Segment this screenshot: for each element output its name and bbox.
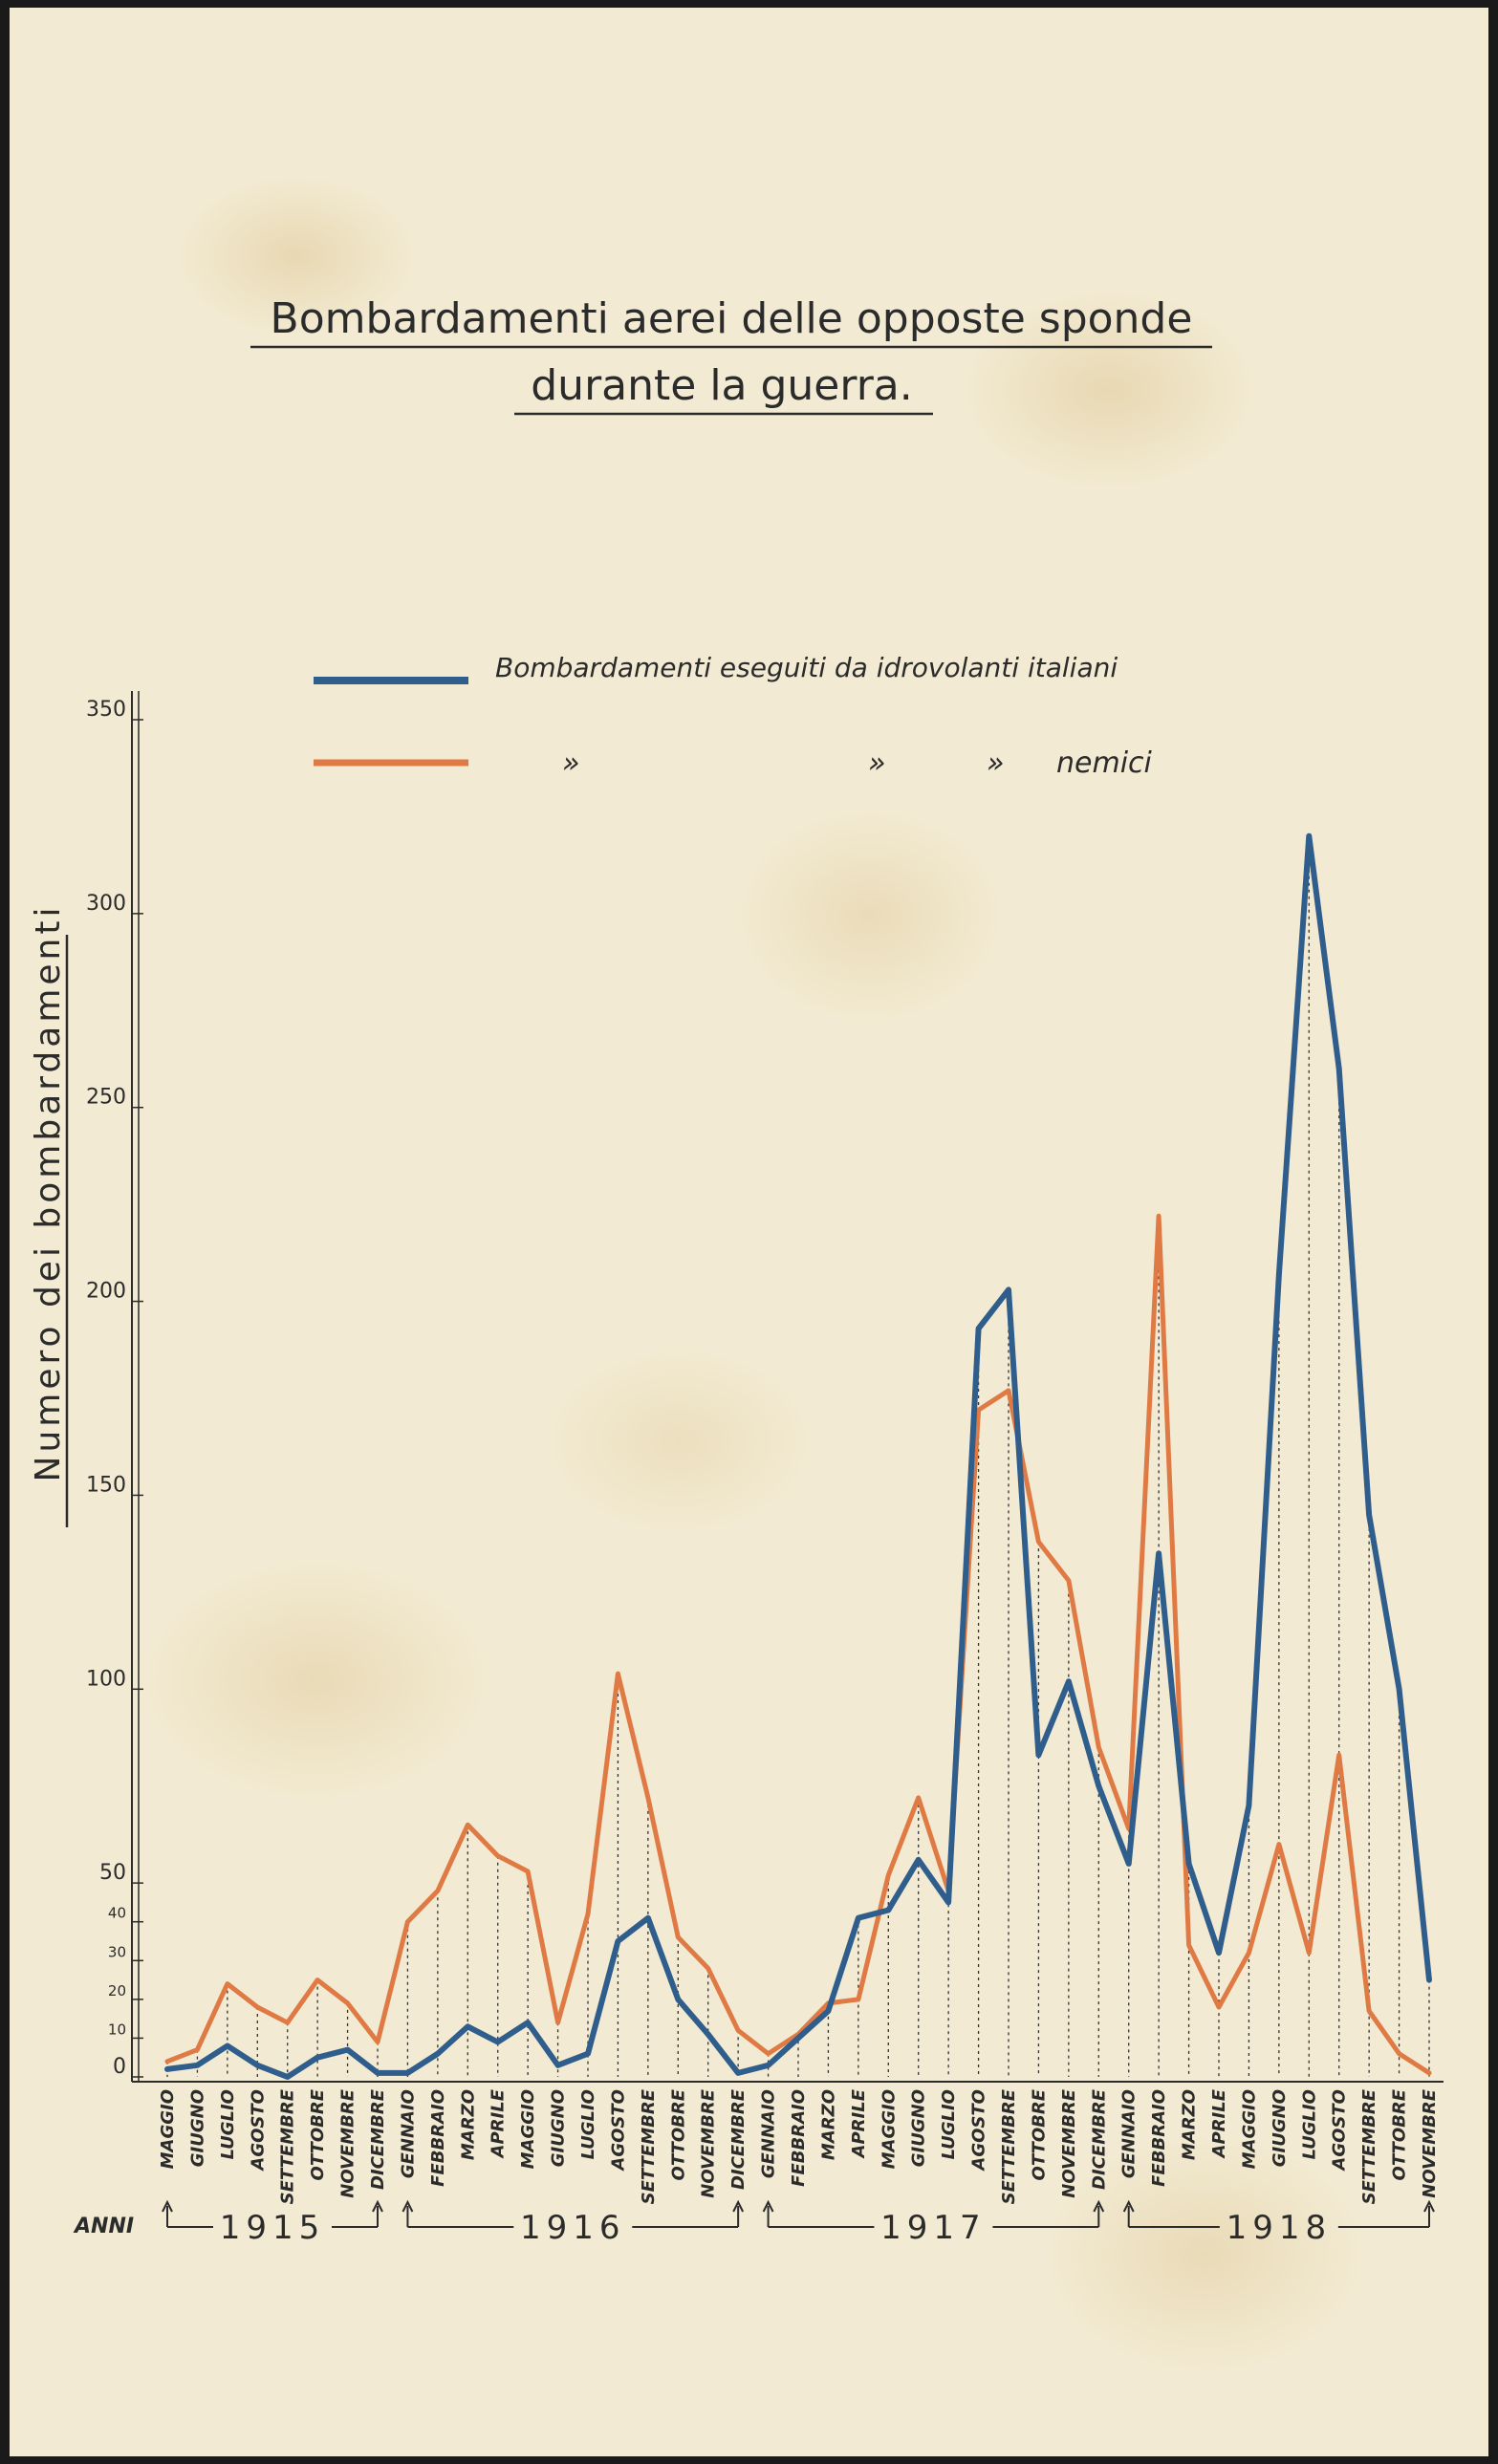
x-tick-label: MAGGIO	[879, 2089, 899, 2169]
x-tick-label: FEBBRAIO	[1149, 2089, 1169, 2187]
year-bracket-arrow	[372, 2199, 383, 2213]
x-tick-label: FEBBRAIO	[789, 2089, 809, 2187]
y-tick-label: 40	[108, 1905, 126, 1922]
x-tick-label: APRILE	[488, 2088, 509, 2159]
x-tick-label: LUGLIO	[578, 2089, 598, 2159]
y-tick-label: 300	[86, 892, 126, 916]
x-tick-label: GENNAIO	[398, 2089, 418, 2178]
chart-subtitle: durante la guerra.	[531, 361, 912, 410]
year-bracket-arrow	[732, 2199, 745, 2213]
x-tick-label: MARZO	[1180, 2089, 1200, 2160]
x-tick-label: AGOSTO	[1330, 2089, 1350, 2172]
x-tick-label: APRILE	[1209, 2088, 1229, 2159]
y-tick-label: 200	[86, 1280, 126, 1304]
x-tick-label: APRILE	[849, 2088, 869, 2159]
year-label: 1917	[880, 2209, 987, 2247]
month-droplines	[166, 835, 1430, 2077]
year-brackets: 1915 1916 1917 1918	[162, 2199, 1435, 2247]
x-tick-label: AGOSTO	[248, 2089, 268, 2172]
legend-ditto-1: »	[562, 746, 580, 780]
x-tick-label: GIUGNO	[909, 2089, 929, 2167]
series-line-nemici	[164, 1213, 1432, 2076]
x-tick-label: MARZO	[458, 2089, 478, 2160]
x-tick-label: LUGLIO	[218, 2089, 238, 2159]
x-tick-label: MAGGIO	[158, 2089, 178, 2169]
year-label: 1916	[520, 2209, 626, 2247]
x-tick-label: NOVEMBRE	[1059, 2088, 1079, 2197]
y-tick-label: 50	[99, 1861, 126, 1885]
x-tick-label: MARZO	[818, 2089, 838, 2160]
x-tick-label: LUGLIO	[1299, 2089, 1319, 2159]
x-tick-label: MAGGIO	[518, 2089, 538, 2169]
legend-ditto-3: »	[987, 746, 1005, 780]
x-tick-label: GIUGNO	[1270, 2089, 1290, 2167]
legend-ditto-2: »	[868, 746, 886, 780]
x-tick-label: GENNAIO	[759, 2089, 779, 2178]
chart-sheet: Bombardamenti aerei delle opposte sponde…	[10, 8, 1488, 2456]
year-bracket-arrow	[1093, 2199, 1105, 2213]
x-tick-label: LUGLIO	[939, 2089, 959, 2159]
series-lines	[164, 832, 1432, 2080]
year-bracket-arrow	[762, 2199, 774, 2213]
x-tick-label: NOVEMBRE	[1420, 2088, 1440, 2197]
x-tick-label: SETTEMBRE	[1359, 2088, 1379, 2204]
x-tick-label: DICEMBRE	[728, 2088, 749, 2190]
x-tick-label: OTTOBRE	[668, 2088, 688, 2180]
x-tick-label: GIUGNO	[187, 2089, 207, 2167]
y-tick-label: 250	[86, 1086, 126, 1110]
y-tick-label: 350	[86, 698, 126, 722]
x-tick-label: FEBBRAIO	[428, 2089, 448, 2187]
y-tick-label: 0	[113, 2055, 126, 2079]
series-line-italiani	[164, 832, 1432, 2080]
year-label: 1915	[220, 2209, 326, 2247]
legend-label-nemici: nemici	[1056, 746, 1153, 780]
y-tick-label: 20	[108, 1982, 126, 1999]
year-bracket-arrow	[1423, 2199, 1435, 2213]
legend-label-italiani: Bombardamenti eseguiti da idrovolanti it…	[495, 652, 1118, 683]
line-chart: Bombardamenti aerei delle opposte sponde…	[29, 294, 1444, 2247]
x-tick-label: GENNAIO	[1119, 2089, 1140, 2178]
year-label: 1918	[1227, 2209, 1333, 2247]
x-tick-label: AGOSTO	[608, 2089, 628, 2172]
x-tick-label: MAGGIO	[1239, 2089, 1259, 2169]
year-bracket-arrow	[162, 2199, 173, 2213]
x-tick-labels: MAGGIO GIUGNO LUGLIO AGOSTO SETTEMBRE OTTOBRE…	[158, 2088, 1440, 2204]
x-tick-label: NOVEMBRE	[338, 2088, 358, 2197]
x-tick-label: DICEMBRE	[1089, 2088, 1109, 2190]
x-tick-label: DICEMBRE	[368, 2088, 388, 2190]
x-tick-label: OTTOBRE	[1029, 2088, 1049, 2180]
x-tick-label: OTTOBRE	[308, 2088, 328, 2180]
x-tick-label: NOVEMBRE	[699, 2088, 719, 2197]
x-tick-label: AGOSTO	[969, 2089, 989, 2172]
y-axis-label: Numero dei bombardamenti	[29, 904, 68, 1482]
x-axis-label: ANNI	[73, 2215, 134, 2238]
year-bracket-arrow	[402, 2199, 414, 2213]
y-tick-label: 30	[108, 1943, 126, 1960]
x-tick-label: SETTEMBRE	[278, 2088, 298, 2204]
chart-title: Bombardamenti aerei delle opposte sponde	[271, 294, 1193, 343]
y-tick-label: 150	[86, 1473, 126, 1497]
year-bracket-arrow	[1122, 2199, 1135, 2213]
y-tick-label: 10	[108, 2021, 126, 2038]
x-tick-label: SETTEMBRE	[999, 2088, 1019, 2204]
x-tick-label: SETTEMBRE	[639, 2088, 659, 2204]
x-tick-label: OTTOBRE	[1390, 2088, 1410, 2180]
x-tick-label: GIUGNO	[549, 2089, 569, 2167]
y-tick-label: 100	[86, 1667, 126, 1691]
